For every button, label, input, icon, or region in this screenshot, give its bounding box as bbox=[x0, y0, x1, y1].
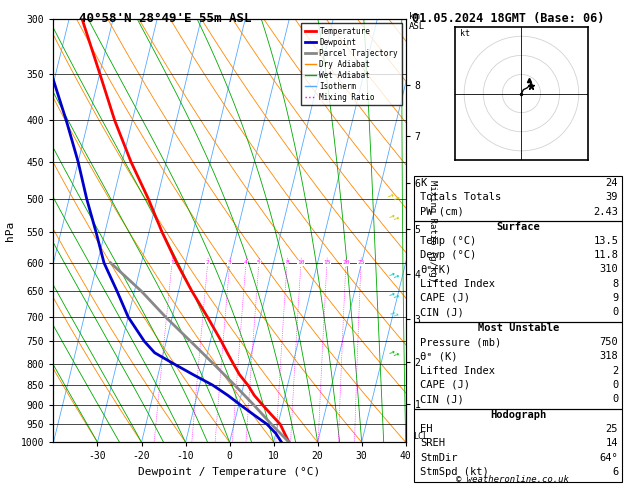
Bar bbox=[414, 176, 623, 221]
Text: 1: 1 bbox=[170, 260, 174, 265]
Text: 25: 25 bbox=[357, 260, 365, 265]
Text: CAPE (J): CAPE (J) bbox=[421, 380, 470, 390]
Text: 9: 9 bbox=[612, 293, 618, 303]
Text: ↗↗: ↗↗ bbox=[386, 268, 401, 281]
Text: 8: 8 bbox=[612, 278, 618, 289]
X-axis label: Dewpoint / Temperature (°C): Dewpoint / Temperature (°C) bbox=[138, 467, 321, 477]
Text: 20: 20 bbox=[342, 260, 350, 265]
Text: StmDir: StmDir bbox=[421, 452, 458, 463]
Text: θᵉ(K): θᵉ(K) bbox=[421, 264, 452, 275]
Text: 750: 750 bbox=[599, 337, 618, 347]
Y-axis label: Mixing Ratio (g/kg): Mixing Ratio (g/kg) bbox=[428, 180, 437, 282]
Text: θᵉ (K): θᵉ (K) bbox=[421, 351, 458, 362]
Text: 4: 4 bbox=[244, 260, 248, 265]
Text: 24: 24 bbox=[606, 178, 618, 188]
Text: 13.5: 13.5 bbox=[593, 236, 618, 246]
Bar bbox=[414, 221, 623, 322]
Text: Most Unstable: Most Unstable bbox=[477, 323, 559, 333]
Text: kt: kt bbox=[460, 29, 470, 38]
Text: StmSpd (kt): StmSpd (kt) bbox=[421, 467, 489, 477]
Text: 5: 5 bbox=[257, 260, 261, 265]
Text: 01.05.2024 18GMT (Base: 06): 01.05.2024 18GMT (Base: 06) bbox=[412, 12, 604, 25]
Text: Dewp (°C): Dewp (°C) bbox=[421, 250, 477, 260]
Text: 40°58'N 28°49'E 55m ASL: 40°58'N 28°49'E 55m ASL bbox=[79, 12, 251, 25]
Bar bbox=[414, 322, 623, 409]
Text: Surface: Surface bbox=[496, 222, 540, 232]
Text: 2.43: 2.43 bbox=[593, 207, 618, 216]
Text: ↗↗: ↗↗ bbox=[387, 307, 400, 320]
Text: K: K bbox=[421, 178, 426, 188]
Text: km
ASL: km ASL bbox=[409, 12, 425, 31]
Text: 6: 6 bbox=[612, 467, 618, 477]
Text: 14: 14 bbox=[606, 438, 618, 449]
Text: ↗↗: ↗↗ bbox=[386, 287, 401, 301]
Bar bbox=[414, 409, 623, 482]
Text: CIN (J): CIN (J) bbox=[421, 307, 464, 317]
Text: 10: 10 bbox=[297, 260, 304, 265]
Legend: Temperature, Dewpoint, Parcel Trajectory, Dry Adiabat, Wet Adiabat, Isotherm, Mi: Temperature, Dewpoint, Parcel Trajectory… bbox=[301, 23, 402, 105]
Text: CAPE (J): CAPE (J) bbox=[421, 293, 470, 303]
Text: LCL: LCL bbox=[413, 432, 428, 441]
Text: 318: 318 bbox=[599, 351, 618, 362]
Text: Lifted Index: Lifted Index bbox=[421, 278, 496, 289]
Text: PW (cm): PW (cm) bbox=[421, 207, 464, 216]
Text: Hodograph: Hodograph bbox=[490, 410, 547, 420]
Text: SREH: SREH bbox=[421, 438, 445, 449]
Text: ↗↗: ↗↗ bbox=[386, 190, 402, 204]
Text: 25: 25 bbox=[606, 424, 618, 434]
Text: ↗↗: ↗↗ bbox=[386, 346, 401, 359]
Text: 15: 15 bbox=[323, 260, 331, 265]
Text: © weatheronline.co.uk: © weatheronline.co.uk bbox=[456, 474, 569, 484]
Text: 0: 0 bbox=[612, 394, 618, 404]
Text: 3: 3 bbox=[228, 260, 231, 265]
Text: 8: 8 bbox=[285, 260, 289, 265]
Text: 0: 0 bbox=[612, 380, 618, 390]
Text: 2: 2 bbox=[612, 365, 618, 376]
Text: 310: 310 bbox=[599, 264, 618, 275]
Y-axis label: hPa: hPa bbox=[6, 221, 15, 241]
Text: Pressure (mb): Pressure (mb) bbox=[421, 337, 502, 347]
Text: Temp (°C): Temp (°C) bbox=[421, 236, 477, 246]
Text: EH: EH bbox=[421, 424, 433, 434]
Text: ↗↗: ↗↗ bbox=[386, 209, 401, 223]
Text: Lifted Index: Lifted Index bbox=[421, 365, 496, 376]
Text: 2: 2 bbox=[206, 260, 209, 265]
Text: CIN (J): CIN (J) bbox=[421, 394, 464, 404]
Text: 64°: 64° bbox=[599, 452, 618, 463]
Text: 39: 39 bbox=[606, 192, 618, 202]
Text: 0: 0 bbox=[612, 307, 618, 317]
Text: 11.8: 11.8 bbox=[593, 250, 618, 260]
Text: Totals Totals: Totals Totals bbox=[421, 192, 502, 202]
